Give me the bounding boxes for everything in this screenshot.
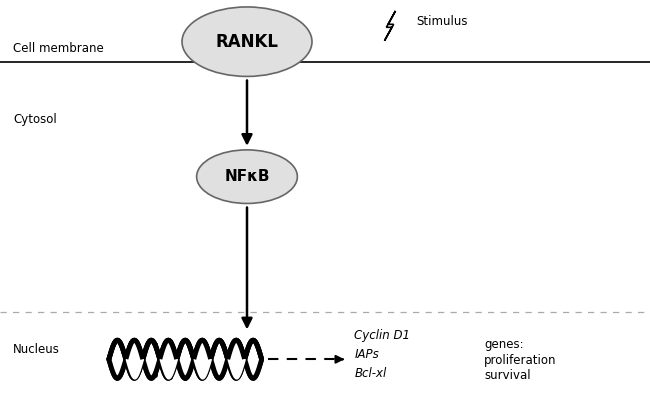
- Text: Cyclin D1: Cyclin D1: [354, 329, 410, 342]
- Text: proliferation: proliferation: [484, 354, 557, 367]
- Ellipse shape: [196, 150, 298, 203]
- Polygon shape: [385, 11, 395, 41]
- Text: RANKL: RANKL: [216, 33, 278, 51]
- Text: NFκB: NFκB: [224, 169, 270, 184]
- Text: genes:: genes:: [484, 339, 524, 351]
- Text: Nucleus: Nucleus: [13, 343, 60, 356]
- Text: Bcl-xl: Bcl-xl: [354, 367, 387, 380]
- Text: Stimulus: Stimulus: [416, 15, 467, 28]
- Text: Cytosol: Cytosol: [13, 113, 57, 125]
- Text: Cell membrane: Cell membrane: [13, 42, 104, 55]
- Text: IAPs: IAPs: [354, 348, 379, 361]
- Text: survival: survival: [484, 369, 531, 382]
- Ellipse shape: [182, 7, 312, 76]
